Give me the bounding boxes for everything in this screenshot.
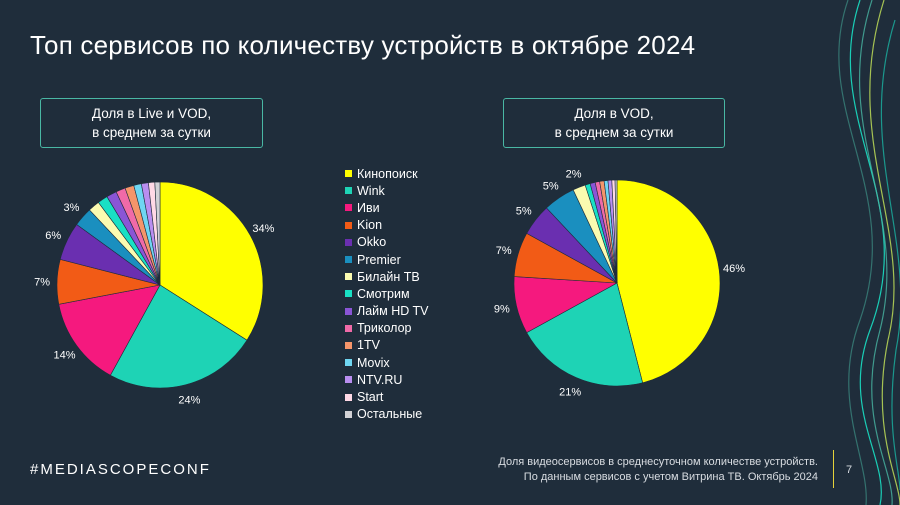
legend-swatch: [345, 324, 352, 332]
legend-swatch: [345, 221, 352, 229]
legend-swatch: [345, 410, 352, 418]
page-number: 7: [846, 464, 853, 476]
pie-data-label: 24%: [178, 394, 200, 406]
legend-label: Триколор: [357, 321, 412, 336]
legend-swatch: [345, 170, 352, 178]
legend-label: Wink: [357, 183, 385, 198]
legend-swatch: [345, 187, 352, 195]
legend-item: Смотрим: [345, 285, 428, 302]
legend-swatch: [345, 376, 352, 384]
legend-item: Лайм HD TV: [345, 303, 428, 320]
legend-item: Триколор: [345, 320, 428, 337]
legend-label: Premier: [357, 252, 401, 267]
legend-item: Билайн ТВ: [345, 268, 428, 285]
legend-item: 1TV: [345, 337, 428, 354]
pie-data-label: 5%: [516, 206, 532, 218]
legend-swatch: [345, 204, 352, 212]
left-chart-title-box: Доля в Live и VOD, в среднем за сутки: [40, 98, 263, 148]
left-chart-title-line1: Доля в Live и VOD,: [91, 106, 212, 121]
pie-data-label: 2%: [566, 168, 582, 180]
decorative-waves: [838, 0, 900, 505]
pie-slice: [154, 181, 161, 286]
legend-label: Иви: [357, 200, 380, 215]
legend-label: Остальные: [357, 407, 423, 422]
legend-swatch: [345, 238, 352, 246]
legend-swatch: [345, 359, 352, 367]
legend-item: Иви: [345, 199, 428, 216]
pie-data-label: 7%: [496, 245, 512, 257]
pie-slice: [526, 282, 643, 387]
pie-slice: [159, 181, 264, 341]
hashtag: #MEDIASCOPECONF: [30, 461, 211, 478]
legend-item: Start: [345, 388, 428, 405]
legend-label: Start: [357, 390, 384, 405]
pie-data-label: 5%: [543, 180, 559, 192]
pie-slice: [58, 284, 161, 376]
pie-slice: [616, 179, 721, 384]
legend-label: Okko: [357, 235, 387, 250]
legend: Кинопоиск Wink Иви Kion Okko Premier Билайн ТВ…: [345, 165, 428, 423]
right-chart-title-line1: Доля в VOD,: [574, 106, 654, 121]
legend-label: Лайм HD TV: [357, 304, 429, 319]
legend-item: Kion: [345, 217, 428, 234]
legend-swatch: [345, 307, 352, 315]
pie-data-label: 6%: [45, 230, 61, 242]
legend-swatch: [345, 341, 352, 349]
legend-item: Premier: [345, 251, 428, 268]
legend-item: NTV.RU: [345, 371, 428, 388]
legend-label: NTV.RU: [357, 372, 403, 387]
pie-data-label: 14%: [54, 349, 76, 361]
pie-data-label: 34%: [252, 223, 274, 235]
pie-slice: [614, 179, 618, 284]
legend-swatch: [345, 290, 352, 298]
legend-item: Wink: [345, 182, 428, 199]
pie-data-label: 21%: [559, 386, 581, 398]
pie-data-label: 46%: [723, 263, 745, 275]
legend-label: Movix: [357, 355, 390, 370]
legend-swatch: [345, 273, 352, 281]
pie-data-label: 3%: [64, 202, 80, 214]
legend-swatch: [345, 256, 352, 264]
legend-label: 1TV: [357, 338, 380, 353]
pie-data-label: 9%: [494, 304, 510, 316]
legend-label: Кинопоиск: [357, 166, 418, 181]
footnote: Доля видеосервисов в среднесуточном коли…: [498, 455, 818, 485]
left-chart-title-line2: в среднем за сутки: [92, 125, 211, 140]
legend-item: Остальные: [345, 406, 428, 423]
legend-label: Kion: [357, 218, 383, 233]
pie-data-label: 7%: [34, 276, 50, 288]
legend-label: Смотрим: [357, 286, 410, 301]
legend-label: Билайн ТВ: [357, 269, 420, 284]
divider-line: [833, 450, 834, 488]
legend-swatch: [345, 393, 352, 401]
right-chart-title-box: Доля в VOD, в среднем за сутки: [503, 98, 725, 148]
legend-item: Okko: [345, 234, 428, 251]
footnote-line2: По данным сервисов с учетом Витрина ТВ. …: [523, 471, 818, 483]
pie-slice: [109, 284, 248, 389]
right-chart-title-line2: в среднем за сутки: [554, 125, 674, 140]
legend-item: Movix: [345, 354, 428, 371]
footnote-line1: Доля видеосервисов в среднесуточном коли…: [498, 456, 818, 468]
legend-item: Кинопоиск: [345, 165, 428, 182]
page-title: Топ сервисов по количеству устройств в о…: [30, 30, 696, 60]
